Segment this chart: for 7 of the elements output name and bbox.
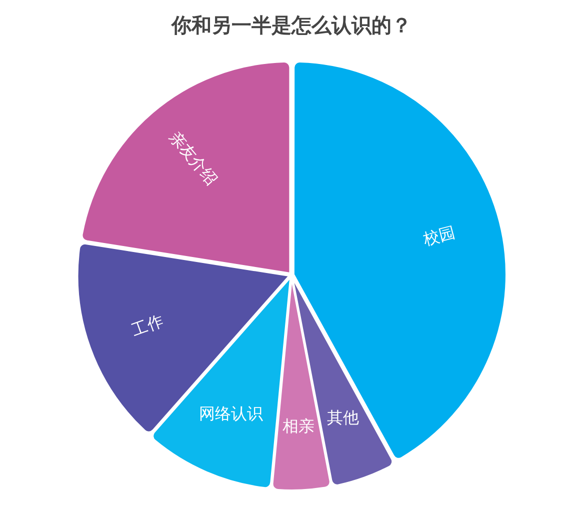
slice-label: 网络认识 bbox=[198, 404, 263, 424]
slice-label: 工作 bbox=[129, 311, 166, 340]
slice-label: 校园 bbox=[420, 222, 457, 250]
slice-label: 其他 bbox=[327, 408, 360, 427]
slice-label: 相亲 bbox=[282, 416, 315, 436]
chart-title: 你和另一半是怎么认识的？ bbox=[170, 12, 412, 39]
slice-label: 亲友介绍 bbox=[165, 128, 222, 189]
